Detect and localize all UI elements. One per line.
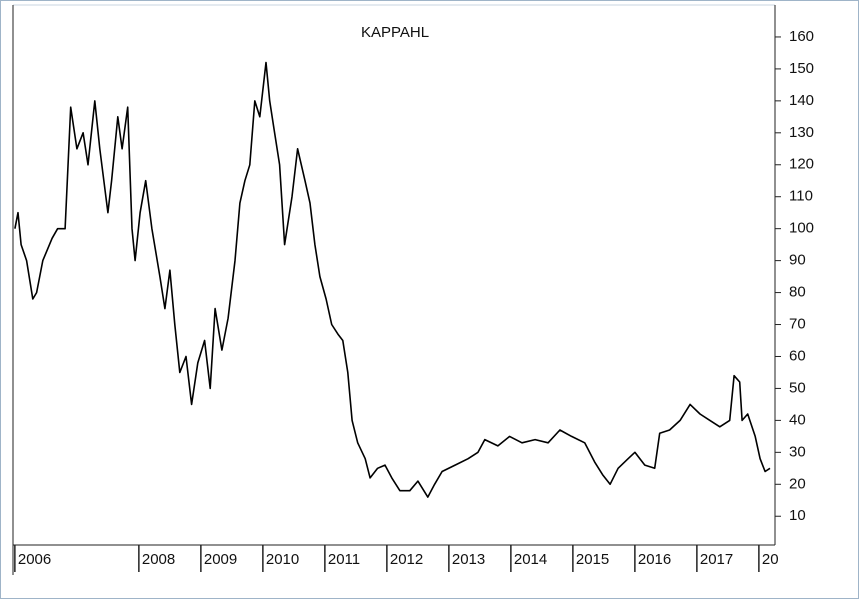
- x-tick-label: 2006: [18, 551, 51, 568]
- x-tick-label: 2013: [452, 551, 485, 568]
- y-tick-label: 80: [789, 284, 806, 301]
- x-tick-label: 2011: [328, 551, 360, 568]
- y-tick-label: 150: [789, 60, 814, 77]
- x-tick-label: 2008: [142, 551, 175, 568]
- y-tick-label: 70: [789, 315, 806, 332]
- y-tick-label: 140: [789, 92, 814, 109]
- y-tick-label: 120: [789, 156, 814, 173]
- x-tick-label: 2016: [638, 551, 671, 568]
- x-tick-label: 2015: [576, 551, 609, 568]
- chart-title: KAPPAHL: [361, 24, 429, 41]
- y-tick-label: 90: [789, 252, 806, 269]
- y-tick-label: 160: [789, 28, 814, 45]
- y-tick-label: 50: [789, 379, 806, 396]
- x-tick-label: 2010: [266, 551, 299, 568]
- y-tick-label: 20: [789, 475, 806, 492]
- x-tick-label: 2017: [700, 551, 733, 568]
- y-tick-label: 100: [789, 220, 814, 237]
- y-tick-label: 30: [789, 443, 806, 460]
- x-tick-label: 20: [762, 551, 779, 568]
- y-tick-label: 40: [789, 411, 806, 428]
- x-tick-label: 2014: [514, 551, 547, 568]
- y-tick-label: 110: [789, 188, 813, 205]
- y-tick-label: 10: [789, 507, 806, 524]
- y-tick-label: 60: [789, 347, 806, 364]
- x-tick-label: 2009: [204, 551, 237, 568]
- price-line: [14, 61, 771, 498]
- x-tick-label: 2012: [390, 551, 423, 568]
- y-tick-label: 130: [789, 124, 814, 141]
